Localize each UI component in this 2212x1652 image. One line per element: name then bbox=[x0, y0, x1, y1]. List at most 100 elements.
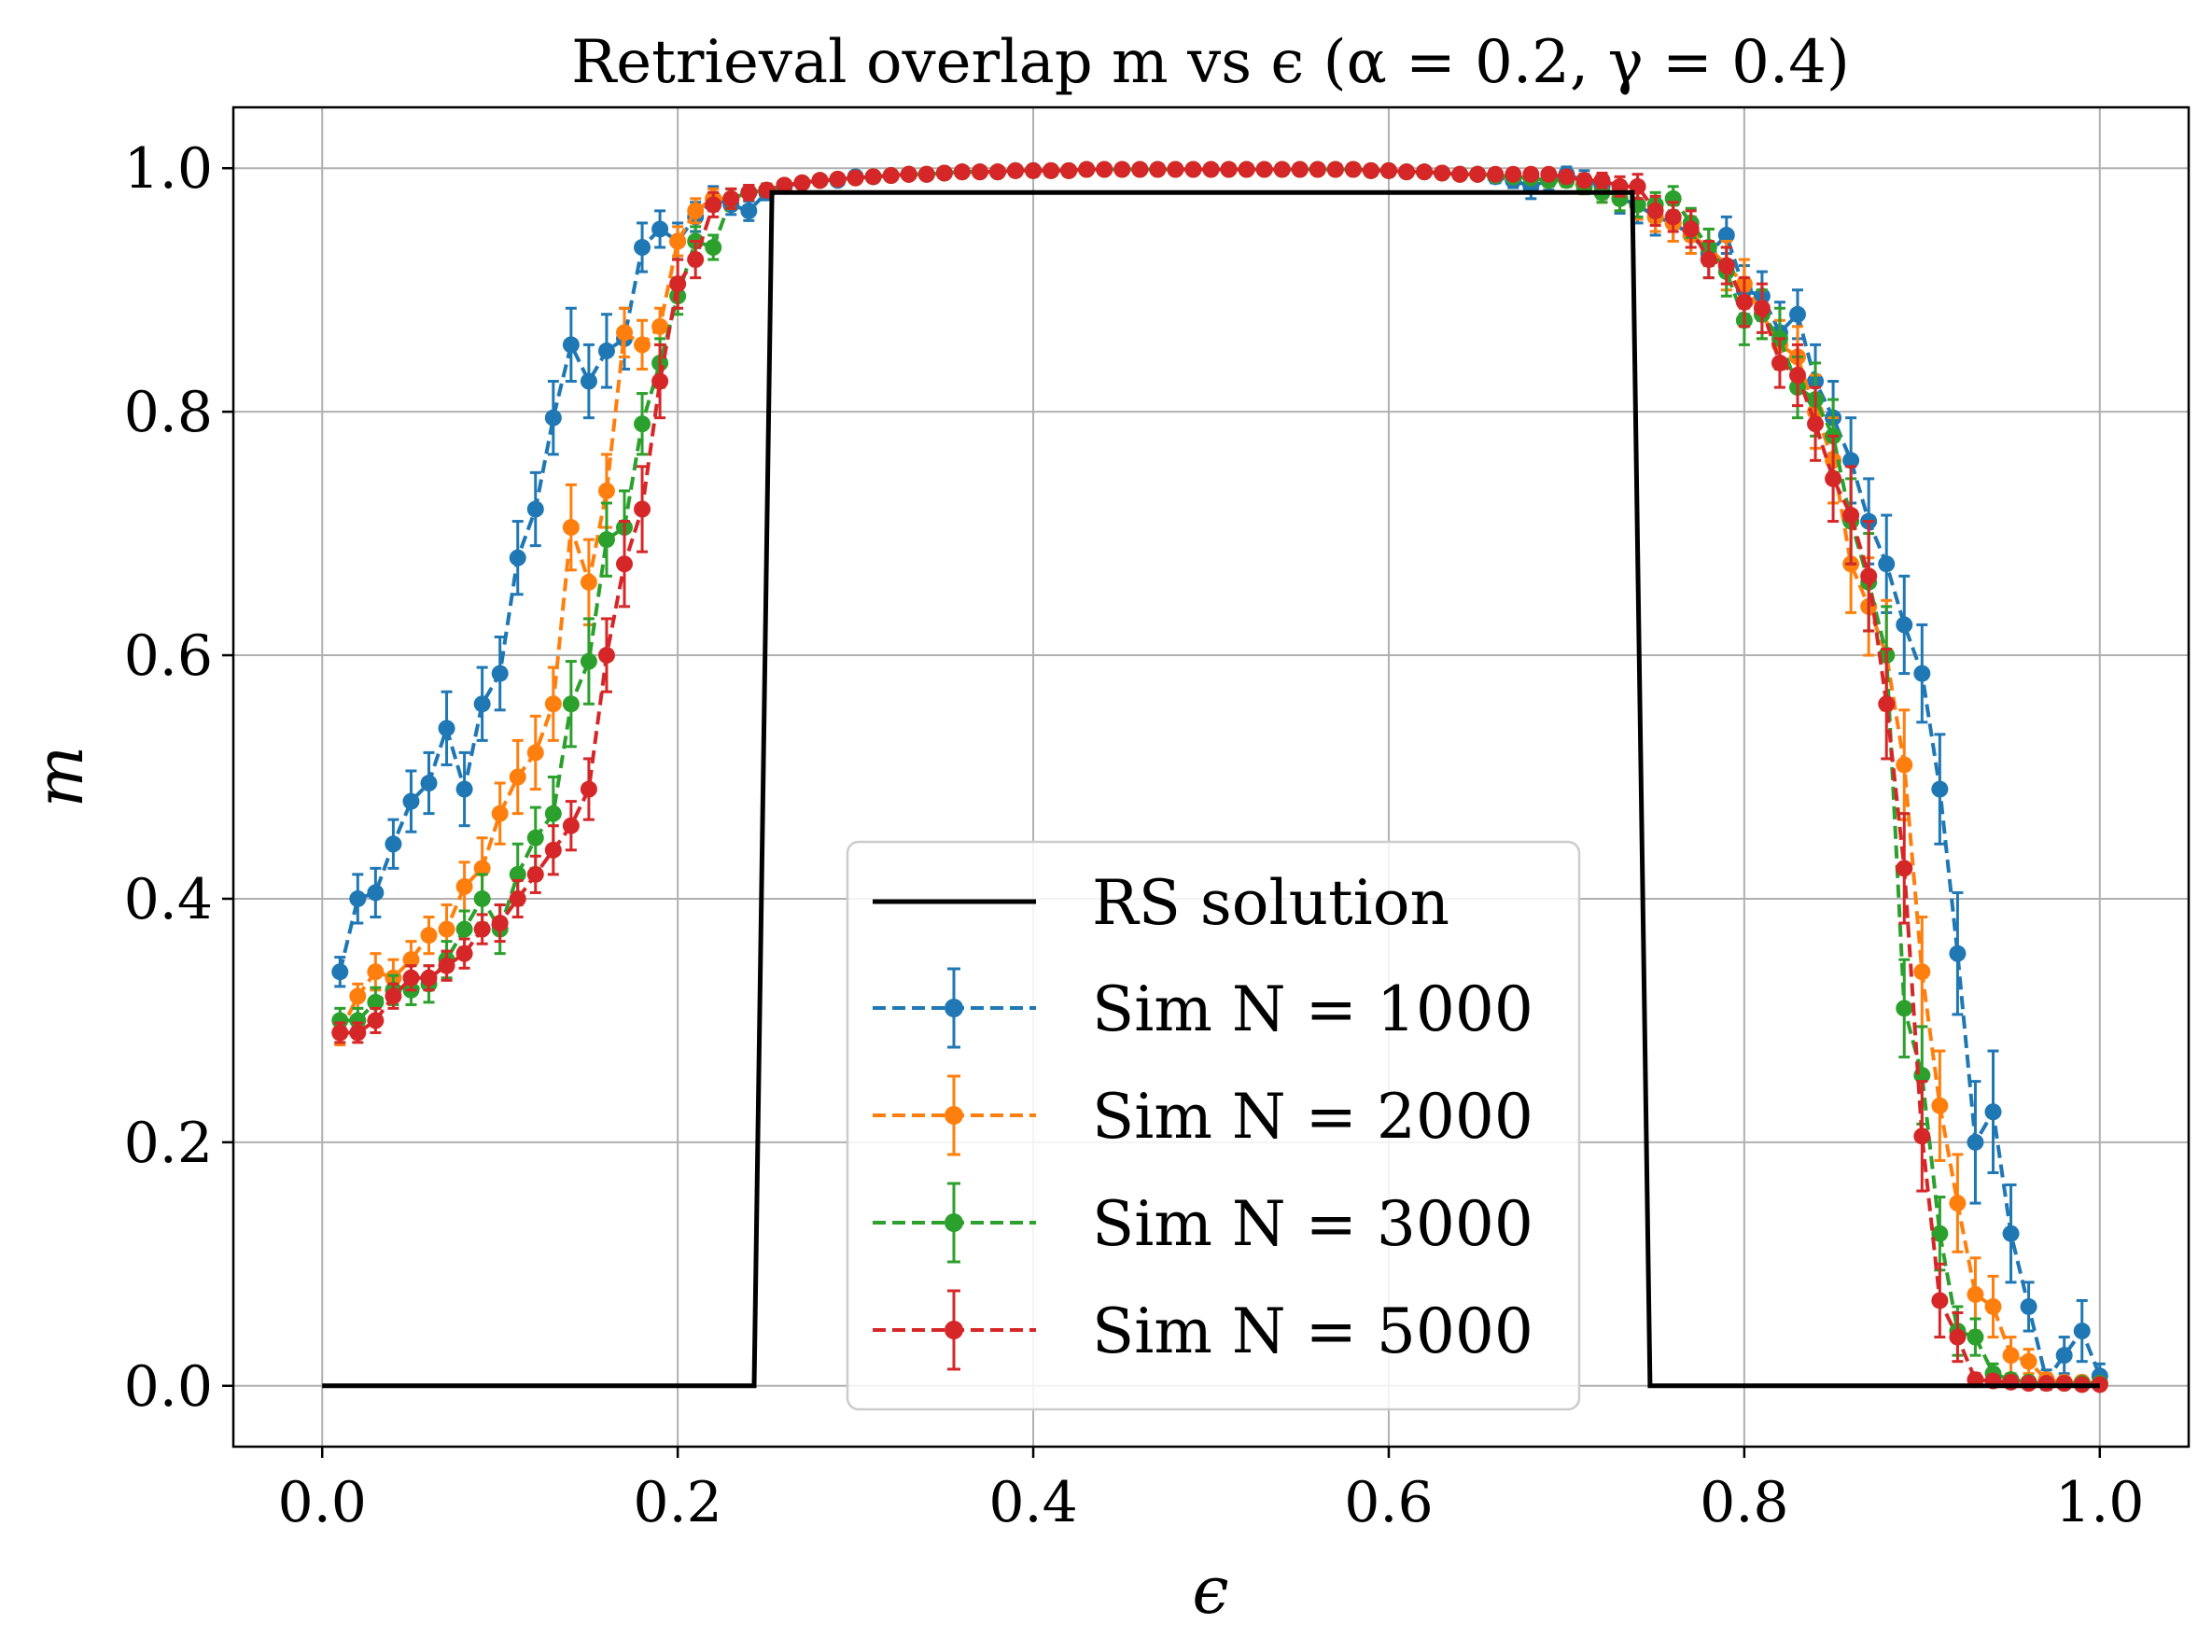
data-point bbox=[1487, 165, 1505, 183]
data-point bbox=[473, 695, 491, 713]
data-point bbox=[597, 647, 615, 665]
data-point bbox=[1949, 945, 1967, 962]
legend-swatch-marker bbox=[945, 1321, 963, 1339]
data-point bbox=[526, 865, 544, 883]
data-point bbox=[473, 920, 491, 938]
series-line bbox=[338, 167, 2100, 1386]
data-point bbox=[1931, 1097, 1949, 1114]
data-point bbox=[562, 817, 580, 834]
data-point bbox=[1060, 161, 1078, 179]
legend-entry-rs-solution: RS solution bbox=[873, 867, 1449, 939]
rs-solution-line bbox=[322, 189, 2100, 1389]
data-point bbox=[651, 372, 669, 390]
data-point bbox=[616, 555, 633, 573]
data-point bbox=[526, 500, 544, 518]
data-point bbox=[526, 744, 544, 762]
legend-swatch-marker bbox=[945, 1213, 963, 1232]
legend-swatch-marker bbox=[945, 1106, 963, 1125]
data-point bbox=[705, 239, 722, 257]
data-point bbox=[1896, 1000, 1913, 1017]
data-point bbox=[1735, 293, 1753, 311]
legend-entry-sim-3: Sim N = 3000 bbox=[873, 1182, 1533, 1264]
data-point bbox=[473, 889, 491, 907]
data-point bbox=[331, 1024, 349, 1042]
data-point bbox=[349, 1012, 367, 1029]
legend-frame bbox=[846, 840, 1581, 1411]
data-point bbox=[1860, 567, 1878, 585]
data-point bbox=[1984, 1297, 2002, 1315]
data-point bbox=[1896, 616, 1913, 634]
data-point bbox=[491, 915, 509, 932]
legend-entry-sim-2: Sim N = 2000 bbox=[873, 1074, 1533, 1156]
data-point bbox=[953, 163, 971, 181]
data-point bbox=[402, 792, 420, 810]
axis-ticks: 0.0 0.2 0.4 0.6 0.8 1.0 0.0 0.2 0.4 0.6 0.8 1.0 bbox=[124, 136, 2145, 1535]
data-point bbox=[1646, 202, 1664, 219]
data-point bbox=[2037, 1375, 2055, 1393]
data-point bbox=[687, 202, 705, 219]
data-point bbox=[1379, 161, 1397, 179]
data-point bbox=[2020, 1297, 2037, 1315]
series-4 bbox=[331, 161, 2108, 1393]
data-point bbox=[491, 805, 509, 822]
data-point bbox=[562, 695, 580, 713]
data-point bbox=[1682, 220, 1700, 238]
chart-title: Retrieval overlap m vs ϵ (α = 0.2, γ = 0… bbox=[571, 28, 1850, 97]
data-point bbox=[669, 232, 687, 250]
data-point bbox=[1984, 1103, 2002, 1121]
data-point bbox=[2020, 1352, 2037, 1370]
data-point bbox=[1255, 161, 1273, 178]
data-point bbox=[597, 342, 615, 359]
data-point bbox=[1967, 1328, 1984, 1346]
data-point bbox=[420, 927, 438, 945]
data-point bbox=[1007, 161, 1024, 179]
data-point bbox=[1078, 161, 1096, 178]
data-point bbox=[2002, 1347, 2020, 1365]
axes-frame bbox=[231, 105, 2191, 1449]
data-point bbox=[544, 805, 562, 822]
data-point bbox=[1913, 665, 1931, 682]
data-point bbox=[793, 174, 811, 191]
data-point bbox=[385, 987, 402, 1005]
data-point bbox=[1931, 1292, 1949, 1309]
data-point bbox=[385, 835, 402, 853]
data-point bbox=[1949, 1328, 1967, 1346]
data-point bbox=[2020, 1375, 2037, 1393]
data-point bbox=[402, 969, 420, 987]
legend-label-sim-4: Sim N = 5000 bbox=[1092, 1295, 1533, 1367]
data-point bbox=[580, 652, 597, 670]
data-point bbox=[544, 841, 562, 859]
data-point bbox=[1842, 452, 1860, 469]
gridlines bbox=[233, 107, 2189, 1447]
data-point bbox=[1771, 354, 1788, 371]
legend-label-rs-solution: RS solution bbox=[1092, 867, 1449, 939]
data-point bbox=[1362, 161, 1379, 179]
data-point bbox=[1398, 163, 1415, 181]
data-point bbox=[1025, 161, 1043, 179]
data-point bbox=[455, 877, 473, 895]
data-point bbox=[509, 865, 526, 883]
data-point bbox=[900, 165, 917, 183]
data-point bbox=[1717, 226, 1735, 244]
data-point bbox=[1309, 161, 1326, 178]
data-point bbox=[1664, 208, 1682, 226]
data-point bbox=[509, 549, 526, 567]
data-point bbox=[1842, 507, 1860, 525]
data-point bbox=[829, 170, 847, 188]
data-point bbox=[1505, 165, 1522, 183]
data-point bbox=[2073, 1323, 2091, 1340]
legend-entry-sim-1: Sim N = 1000 bbox=[873, 967, 1533, 1049]
data-point bbox=[935, 164, 953, 182]
data-point bbox=[917, 165, 935, 183]
data-point bbox=[597, 482, 615, 499]
data-point bbox=[1326, 161, 1344, 178]
data-point bbox=[1825, 469, 1842, 487]
data-point bbox=[402, 951, 420, 969]
data-point bbox=[776, 176, 793, 194]
data-point bbox=[1113, 161, 1131, 178]
data-point bbox=[616, 324, 633, 342]
data-point bbox=[349, 987, 367, 1005]
y-axis-label: m bbox=[21, 746, 98, 807]
data-point bbox=[1416, 163, 1434, 181]
data-point bbox=[1753, 300, 1771, 317]
